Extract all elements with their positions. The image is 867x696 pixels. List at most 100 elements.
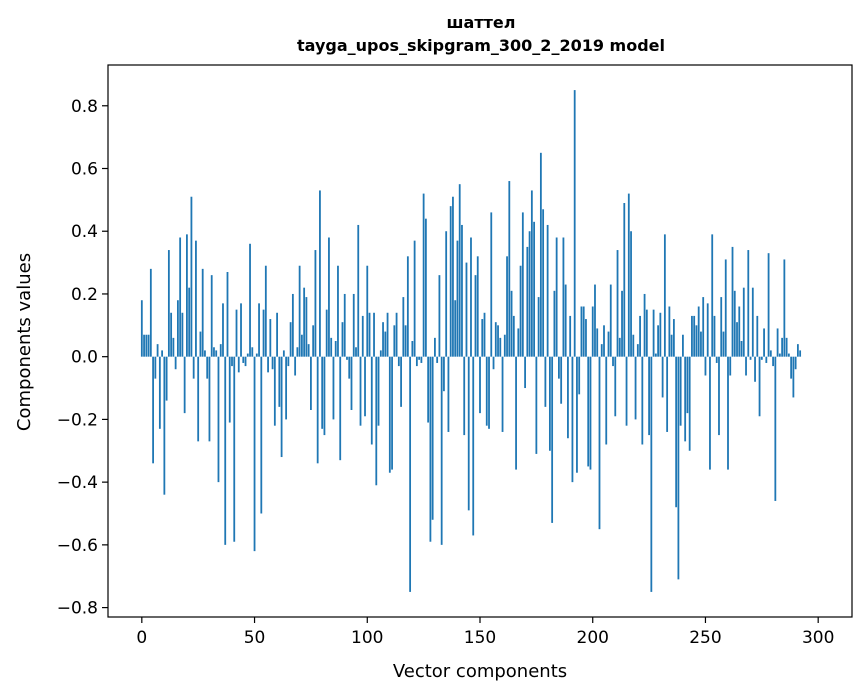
bar xyxy=(724,259,727,357)
bar xyxy=(170,312,173,357)
bar xyxy=(397,356,400,367)
bar xyxy=(472,356,475,536)
bar xyxy=(763,328,765,357)
bar xyxy=(636,344,639,357)
bar xyxy=(479,356,481,414)
bar xyxy=(440,356,443,545)
bar xyxy=(607,331,610,357)
bar xyxy=(325,309,328,357)
bar xyxy=(497,325,499,357)
bar xyxy=(747,250,750,357)
x-axis-ticks: 0 50 100 150 200 250 300 xyxy=(136,617,834,648)
bar xyxy=(691,315,693,357)
bar xyxy=(711,234,714,357)
bar xyxy=(197,356,200,442)
bar xyxy=(300,334,303,357)
bar xyxy=(600,344,603,357)
chart-title: шаттел xyxy=(447,13,516,32)
bar xyxy=(603,325,605,357)
bar xyxy=(571,356,574,483)
bar xyxy=(332,356,335,420)
bar xyxy=(337,265,339,357)
y-tick-label: 0.4 xyxy=(71,222,98,242)
bar xyxy=(503,334,506,357)
bar xyxy=(307,344,310,357)
bar xyxy=(260,356,263,514)
bar xyxy=(682,334,684,357)
bar xyxy=(172,337,175,357)
bar xyxy=(627,193,630,357)
bar xyxy=(447,356,450,432)
bar xyxy=(287,356,290,367)
bar xyxy=(226,272,229,357)
bar xyxy=(756,315,759,357)
bar xyxy=(328,237,330,357)
bar xyxy=(659,312,662,357)
bar xyxy=(262,309,265,357)
bar xyxy=(377,356,380,426)
chart-subtitle: tayga_upos_skipgram_300_2_2019 model xyxy=(297,36,665,55)
bar xyxy=(213,347,215,357)
bar xyxy=(526,246,529,357)
bar xyxy=(530,190,533,357)
bar xyxy=(718,356,720,436)
bar xyxy=(465,262,468,357)
bar xyxy=(625,356,628,426)
bar xyxy=(375,356,378,486)
bar xyxy=(765,356,768,363)
bar-series xyxy=(140,90,802,592)
bar xyxy=(357,224,360,357)
bar xyxy=(749,356,752,360)
bar xyxy=(467,356,470,511)
bar xyxy=(140,300,143,357)
bar xyxy=(521,212,524,357)
bar xyxy=(582,306,585,357)
bar xyxy=(303,287,306,357)
bar xyxy=(700,331,702,357)
bar xyxy=(429,356,432,542)
bar xyxy=(296,347,299,357)
bar xyxy=(343,293,346,357)
bar xyxy=(289,322,292,357)
bar xyxy=(727,356,729,470)
bar xyxy=(244,356,247,367)
bar xyxy=(772,356,774,367)
bar xyxy=(519,265,522,357)
bar xyxy=(413,240,416,357)
bar xyxy=(751,287,754,357)
bar xyxy=(693,315,696,357)
bar xyxy=(686,356,689,414)
bar xyxy=(576,356,578,473)
bar xyxy=(787,353,790,357)
bar xyxy=(285,356,288,420)
bar xyxy=(639,315,641,357)
bar xyxy=(298,265,301,357)
bar xyxy=(785,337,788,357)
bar xyxy=(485,356,488,426)
bar xyxy=(201,268,204,357)
y-axis-label: Components values xyxy=(14,253,35,431)
bar xyxy=(605,356,608,445)
bar xyxy=(650,356,653,592)
bar xyxy=(393,325,396,357)
bar xyxy=(562,237,565,357)
bar xyxy=(544,356,547,407)
y-tick-label: −0.8 xyxy=(57,599,98,619)
bar xyxy=(630,231,632,357)
bar xyxy=(361,315,364,357)
bar xyxy=(269,319,272,357)
bar xyxy=(675,356,678,508)
bar xyxy=(499,337,502,357)
y-tick-label: 0.0 xyxy=(71,348,98,368)
bar xyxy=(156,344,159,357)
bar xyxy=(594,284,596,357)
bar xyxy=(706,303,709,357)
bar xyxy=(684,356,687,442)
bar xyxy=(222,303,224,357)
bar xyxy=(612,356,614,367)
bar xyxy=(713,315,716,357)
bar xyxy=(438,275,441,357)
bar xyxy=(373,312,375,357)
bar xyxy=(431,356,434,520)
bar xyxy=(215,350,218,357)
